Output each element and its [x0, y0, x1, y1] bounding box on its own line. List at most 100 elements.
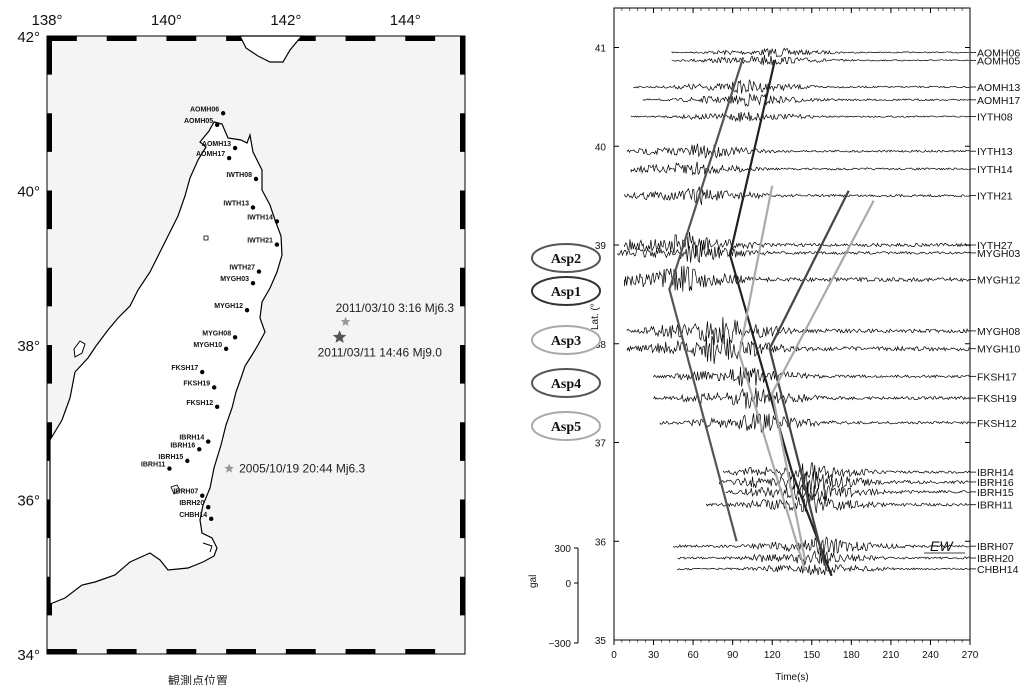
map-border-segment [47, 36, 77, 41]
station-name-label: FKSH17 [977, 371, 1017, 383]
waveform-trace [705, 493, 970, 514]
station-name-label: IBRH20 [977, 553, 1014, 565]
map-station-marker [185, 458, 190, 464]
rupture-line [768, 190, 850, 567]
map-station-marker [206, 505, 211, 510]
map-station-label: IWTH21 [247, 238, 273, 245]
asperity-label: Asp2 [551, 252, 581, 267]
waveform-trace [653, 366, 970, 387]
map-border-segment [460, 345, 465, 384]
amplitude-scale-bar: 300 0 −300 gal [528, 544, 579, 650]
map-border-segment [460, 576, 465, 616]
rupture-line [738, 185, 807, 572]
map-border-segment [47, 649, 77, 654]
x-tick-label: 60 [688, 650, 700, 661]
asperity-label: Asp4 [551, 377, 581, 392]
station-name-label: FKSH12 [977, 418, 1017, 430]
waveform-trace [671, 54, 970, 66]
map-stations: AOMH06 AOMH05 AOMH13 AOMH17 IWTH08 IWTH13 IWTH… [141, 106, 280, 522]
map-station-label: AOMH06 [190, 106, 219, 113]
x-tick-label: 180 [843, 650, 860, 661]
station-name-label: IYTH08 [977, 112, 1013, 124]
map-border-segment [47, 190, 52, 230]
map-station-label: MYGH10 [193, 342, 222, 349]
earthquake-star-icon [332, 330, 347, 343]
sado-island [73, 340, 86, 358]
station-name-label: IBRH14 [977, 467, 1014, 479]
map-station-marker [253, 176, 259, 182]
map-station-label: AOMH05 [184, 118, 213, 125]
map-station-marker [250, 281, 256, 286]
map-station-marker [226, 155, 232, 161]
waveform-trace [626, 143, 970, 159]
map-lon-tick: 140° [151, 12, 182, 29]
waveform-axes: 0 30 60 90 120 150 180 210 240 270 41 40 39 38 37 36 35 [595, 8, 979, 661]
station-name-label: IYTH14 [977, 164, 1013, 176]
station-name-label: IYTH21 [977, 191, 1013, 203]
waveform-trace [630, 161, 971, 176]
waveform-trace [642, 93, 970, 107]
x-tick-label: 30 [648, 650, 660, 661]
x-tick-label: 0 [611, 650, 617, 661]
map-station-label: IWTH27 [229, 265, 255, 272]
asperity-label: Asp1 [551, 285, 581, 300]
map-station-label: FKSH19 [183, 380, 210, 387]
lake [170, 484, 181, 495]
waveform-record-section: 0 30 60 90 120 150 180 210 240 27041403938373635 … [528, 7, 1020, 683]
y-axis-label: Lat. (° [590, 303, 601, 330]
earthquake-label: 2005/10/19 20:44 Mj6.3 [239, 462, 365, 476]
station-name-label: IYTH13 [977, 146, 1013, 158]
station-name-label: IBRH11 [977, 500, 1013, 512]
hokkaido-coastline [239, 35, 304, 63]
map-station-label: FKSH17 [171, 365, 198, 372]
y-tick-label: 36 [595, 537, 607, 548]
earthquake-label: 2011/03/11 14:46 Mj9.0 [318, 345, 443, 359]
asperity-label: Asp5 [551, 420, 581, 435]
asperity-oval [531, 243, 601, 273]
small-island [203, 235, 209, 241]
map-station-label: MYGH03 [220, 276, 249, 283]
map-border-segment [460, 113, 465, 152]
station-name-label: AOMH17 [977, 95, 1020, 107]
x-tick-label: 90 [727, 650, 739, 661]
asperity-oval [531, 276, 601, 306]
map-station-label: IBRH16 [170, 442, 195, 449]
station-name-label: CHBH14 [977, 564, 1019, 576]
map-station-label: AOMH17 [196, 151, 225, 158]
scale-tick-label: −300 [548, 639, 571, 650]
map-border-segment [460, 267, 465, 307]
asperity-label: Asp3 [551, 334, 581, 349]
waveform-trace [626, 317, 970, 346]
map-station-label: IWTH14 [247, 214, 273, 221]
map-station-label: IBRH15 [158, 454, 183, 461]
station-name-label: MYGH10 [977, 344, 1020, 356]
station-name-label: IBRH16 [977, 477, 1014, 489]
map-events: 2011/03/10 3:16 Mj6.3 2011/03/11 14:46 Mj… [224, 301, 454, 476]
station-name-label: MYGH12 [977, 275, 1020, 287]
map-border-segment [460, 190, 465, 230]
map-border-segment [166, 649, 197, 654]
map-station-marker [232, 335, 238, 340]
station-name-label: MYGH08 [977, 326, 1020, 338]
y-tick-label: 39 [595, 241, 607, 252]
map-station-marker [232, 145, 238, 151]
waveform-trace [723, 462, 970, 482]
asperity-oval [531, 368, 601, 398]
asperity-oval [531, 411, 601, 441]
waveform-trace [624, 186, 971, 205]
map-station-marker [197, 447, 202, 452]
station-name-label: AOMH05 [977, 55, 1020, 67]
map-axis-ticks: 138° 140° 142° 144° 42° 40° 38° 36° 34° [17, 12, 420, 664]
y-tick-label: 41 [595, 44, 607, 55]
station-name-label: FKSH19 [977, 393, 1017, 405]
station-name-label: AOMH13 [977, 82, 1020, 94]
map-border-segment [460, 422, 465, 461]
map-station-marker [212, 385, 217, 390]
map-station-label: IWTH08 [226, 172, 252, 179]
scale-unit-label: gal [528, 575, 539, 588]
waveform-trace [676, 564, 971, 576]
station-name-label: AOMH06 [977, 47, 1020, 59]
earthquake-label: 2011/03/10 3:16 Mj6.3 [336, 301, 455, 315]
